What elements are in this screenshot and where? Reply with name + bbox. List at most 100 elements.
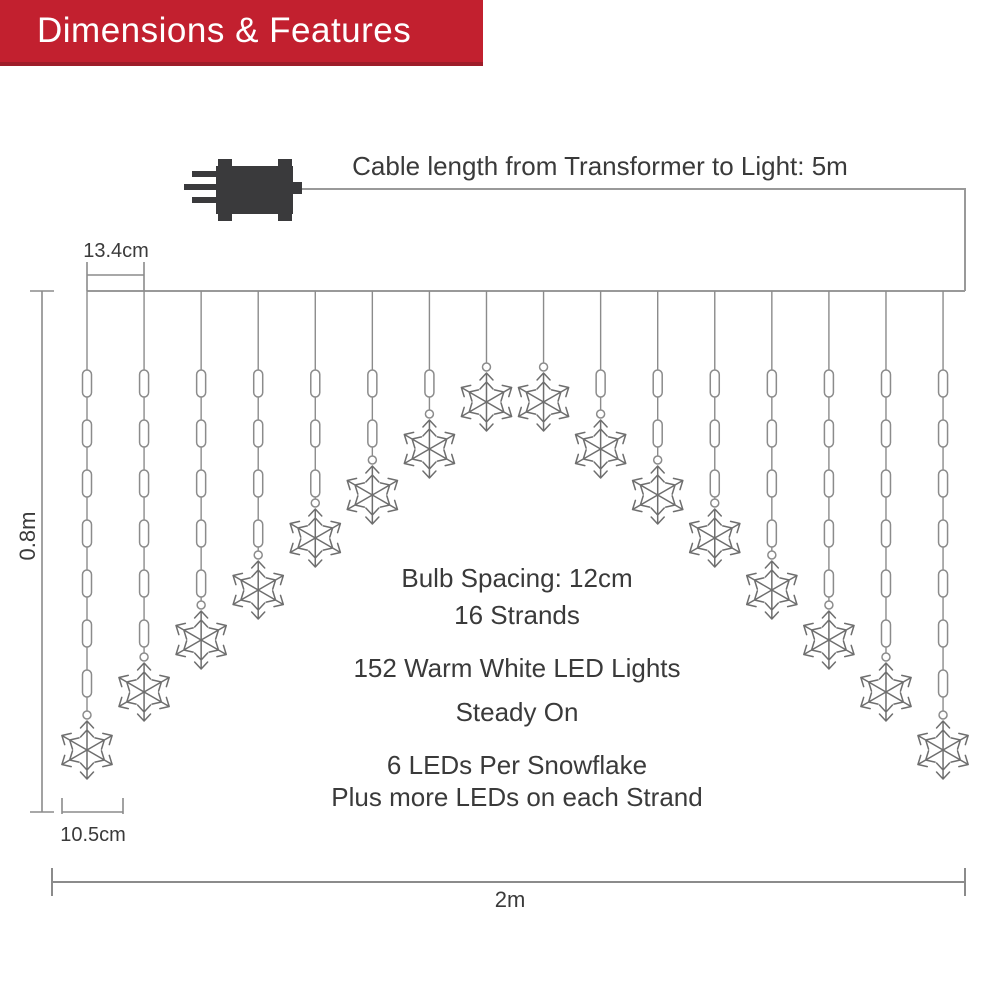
snowflake-arm [517,401,545,420]
snowflake-arm [650,494,665,525]
snowflake-arm [599,448,627,467]
snowflake-hanger-ring [710,498,720,508]
snowflake-icon [403,419,456,479]
snowflake-icon [688,508,741,568]
light-strand [232,291,285,620]
snowflake-arm [403,431,431,450]
led-bulb [823,419,835,448]
light-strand [803,291,855,670]
snowflake-arm [878,662,894,693]
snowflake-arm [688,520,716,539]
snowflake-arm [118,691,145,710]
snowflake-arm [485,384,513,403]
cable-length-label: Cable length from Transformer to Light: … [352,151,848,181]
snowflake-hanger-ring [196,600,206,610]
snowflake-arm [485,401,513,420]
led-bulb [310,469,321,498]
light-strand [574,291,627,479]
led-bulb [252,369,264,398]
led-bulb [252,419,264,448]
snowflake-arm [346,494,374,513]
led-bulb [766,419,778,448]
light-strand [346,291,399,525]
snowflake-arm [745,589,773,608]
snowflake-arm [143,674,170,693]
snowflake-arm [200,622,228,641]
snowflake-hanger-ring [424,409,435,419]
led-bulb [81,569,93,598]
snowflake-icon [460,372,513,432]
feature-leds-per-snowflake: 6 LEDs Per Snowflake [386,750,648,780]
snowflake-arm [942,749,969,768]
snowflake-arm [136,662,152,693]
snowflake-icon [346,465,399,525]
snowflake-icon [289,508,342,568]
led-bulb [424,369,435,398]
drop-height-label: 0.8m [15,511,40,561]
snowflake-arm [289,537,317,556]
snowflake-icon [917,720,969,780]
led-bulb [652,419,663,448]
led-bulb [937,419,949,448]
led-bulb [709,419,721,448]
light-strand [517,291,570,432]
feature-extra-leds: Plus more LEDs on each Strand [331,782,703,812]
light-strand [860,291,912,722]
page-title: Dimensions & Features [37,11,412,50]
led-bulb [880,569,892,598]
snowflake-arm [828,622,855,641]
led-bulb [81,619,93,648]
snowflake-arm [536,372,551,403]
led-bulb [595,369,606,398]
snowflake-hanger-ring [652,455,663,465]
led-bulb [81,419,93,448]
led-bulb [195,519,207,548]
light-strand [118,291,170,722]
light-strand [631,291,684,525]
feature-strand-count: 16 Strands [454,600,580,630]
snowflake-arm [371,477,399,496]
snowflake-icon [118,662,170,722]
snowflake-icon [175,610,228,670]
led-bulb [138,469,150,498]
snowflake-arm [764,589,780,620]
led-bulb [138,369,150,398]
snowflake-arm [536,401,551,432]
snowflake-arm [86,732,113,751]
led-bulb [880,369,892,398]
snowflake-width-label: 10.5cm [60,824,126,846]
led-bulb [195,569,207,598]
snowflake-arm [631,477,659,496]
snowflake-hanger-ring [881,652,891,662]
snowflake-arm [542,401,570,420]
snowflake-arm [118,674,145,693]
snowflake-arm [821,639,837,670]
snowflake-hanger-ring [82,710,92,720]
led-bulb [310,419,321,448]
snowflake-hanger-ring [253,550,263,560]
snowflake-arm [803,622,830,641]
snowflake-arm [193,639,209,670]
snowflake-arm [175,622,202,641]
snowflake-hanger-ring [310,498,321,508]
snowflake-arm [232,572,259,591]
led-bulb [310,369,321,398]
snowflake-arm [346,477,374,496]
snowflake-hanger-ring [938,710,948,720]
led-bulb [252,519,264,548]
led-bulb [709,469,721,498]
snowflake-arm [365,465,380,496]
snowflake-arm [745,572,773,591]
led-bulb [367,419,378,448]
snowflake-arm [860,691,887,710]
light-strand [61,291,113,780]
led-bulb [937,369,949,398]
cable-line [302,188,966,291]
led-bulb [937,569,949,598]
snowflake-arm [289,520,317,539]
snowflake-arm [860,674,887,693]
led-bulb [880,469,892,498]
snowflake-icon [631,465,684,525]
led-bulb [766,469,778,498]
